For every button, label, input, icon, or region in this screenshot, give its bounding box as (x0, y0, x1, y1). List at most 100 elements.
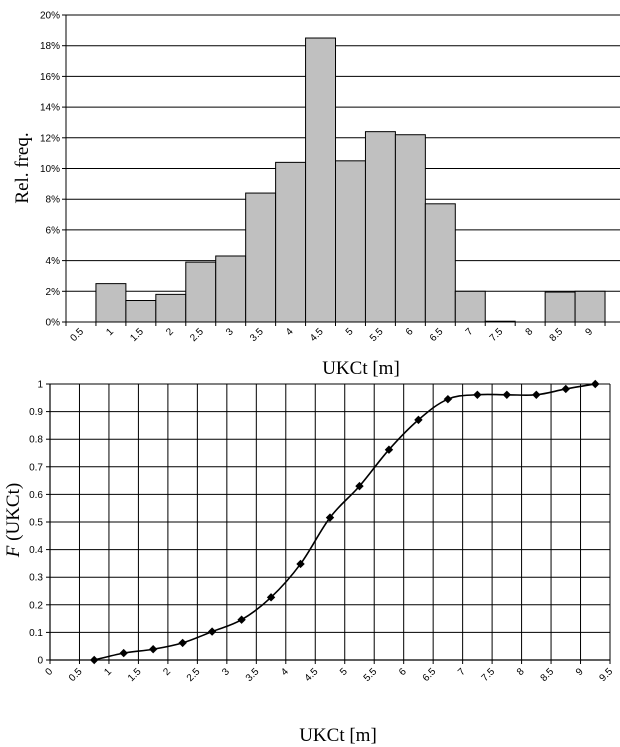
cdf-point-marker (90, 655, 99, 665)
cdf-point-marker (266, 593, 276, 602)
hist-bar (155, 293, 187, 323)
hist-x-tick-label: 6.5 (428, 326, 446, 344)
cdf-x-tick-label: 8.5 (539, 666, 557, 684)
cdf-x-tick-label: 9 (574, 666, 586, 678)
cdf-y-tick-label: 0.4 (29, 545, 43, 556)
hist-bar (215, 255, 247, 323)
cdf-x-tick-label: 2 (161, 666, 173, 678)
cdf-x-tick-label: 0 (43, 666, 55, 678)
cdf-point-marker (384, 445, 394, 454)
hist-x-tick-label: 6 (404, 326, 416, 338)
cdf-point-marker (296, 559, 305, 569)
cdf-point-marker (207, 627, 217, 636)
cdf-point-marker (473, 390, 482, 399)
hist-bar (185, 261, 217, 323)
cdf-point-marker (443, 394, 453, 404)
cdf-y-tick-label: 0.3 (29, 573, 43, 584)
cdf-y-axis-title-variable: (UKCt) (3, 483, 24, 546)
hist-y-tick-label: 0% (46, 318, 61, 329)
cdf-y-tick-label: 0.1 (29, 628, 43, 639)
cdf-x-tick-label: 1 (102, 666, 114, 678)
hist-bar (275, 161, 307, 323)
hist-x-tick-label: 5 (344, 326, 356, 338)
cdf-point-marker (502, 390, 512, 399)
cdf-point-marker (237, 615, 246, 624)
cdf-y-axis-title-function: F (3, 545, 24, 558)
hist-x-tick-label: 2 (164, 326, 176, 338)
hist-y-tick-label: 18% (40, 41, 60, 52)
cdf-y-tick-label: 0.6 (29, 490, 43, 501)
hist-bar (245, 192, 277, 323)
cdf-chart: 0 0.1 0.2 0.3 0.4 0.5 0.6 0.7 0.8 0.9 1 0 0.5 1 1.5 2 2.… (3, 380, 615, 747)
cdf-x-tick-label: 0.5 (67, 666, 85, 684)
hist-bar (544, 291, 576, 323)
hist-x-axis-title: UKCt [m] (322, 358, 400, 379)
hist-y-tick-label: 16% (40, 72, 60, 83)
cdf-y-tick-label: 1 (37, 380, 43, 391)
histogram-chart: 0% 2% 4% 6% 8% 10% 12% 14% 16% 18% 20% 0.5 1 1.5 2 2.5 3… (12, 11, 620, 379)
hist-x-tick-label: 0.5 (68, 326, 86, 344)
hist-x-tick-label: 3.5 (248, 326, 266, 344)
cdf-point-marker (414, 415, 423, 425)
cdf-point-marker (325, 513, 335, 522)
hist-bar (394, 134, 426, 323)
hist-x-tick-label: 5.5 (368, 326, 386, 344)
hist-y-axis-title: Rel. freq. (12, 132, 33, 203)
cdf-x-tick-label: 7 (456, 666, 468, 678)
cdf-x-tick-label: 6 (397, 666, 409, 678)
cdf-x-tick-label: 1.5 (126, 666, 144, 684)
cdf-y-tick-label: 0.2 (29, 600, 43, 611)
cdf-y-tick-label: 0.7 (29, 462, 43, 473)
cdf-x-tick-label: 8 (515, 666, 527, 678)
cdf-point-marker (355, 481, 364, 491)
hist-bar (574, 290, 606, 323)
cdf-x-tick-label: 4 (279, 666, 291, 678)
cdf-y-axis-title: F (UKCt) (3, 483, 24, 558)
cdf-x-axis-title: UKCt [m] (299, 725, 377, 746)
cdf-y-tick-label: 0 (37, 656, 43, 667)
hist-y-tick-label: 14% (40, 103, 60, 114)
hist-bar (125, 300, 157, 323)
hist-x-tick-label: 2.5 (188, 326, 206, 344)
cdf-x-tick-label: 3.5 (244, 666, 262, 684)
cdf-y-tick-label: 0.9 (29, 407, 43, 418)
hist-x-tick-label: 7.5 (488, 326, 506, 344)
cdf-point-marker (148, 645, 158, 654)
hist-x-tick-label: 1 (104, 326, 116, 338)
hist-bar (454, 290, 486, 323)
cdf-point-marker (561, 384, 570, 394)
cdf-x-tick-label: 5 (338, 666, 350, 678)
hist-y-tick-label: 20% (40, 11, 60, 22)
hist-x-tick-label: 4.5 (308, 326, 326, 344)
hist-y-tick-label: 8% (46, 195, 61, 206)
hist-x-tick-label: 3 (224, 326, 236, 338)
cdf-x-tick-label: 3 (220, 666, 232, 678)
cdf-point-marker (532, 390, 541, 399)
cdf-x-tick-label: 7.5 (480, 666, 498, 684)
hist-x-tick-label: 7 (464, 326, 476, 338)
cdf-y-tick-label: 0.8 (29, 435, 43, 446)
cdf-x-tick-label: 5.5 (362, 666, 380, 684)
cdf-point-marker (119, 648, 128, 658)
hist-y-tick-label: 4% (46, 256, 61, 267)
hist-y-tick-label: 10% (40, 164, 60, 175)
hist-x-tick-label: 8 (524, 326, 536, 338)
hist-bar (95, 283, 127, 323)
cdf-x-tick-label: 9.5 (598, 666, 616, 684)
hist-y-tick-label: 12% (40, 133, 60, 144)
hist-bar (364, 131, 396, 323)
hist-x-tick-label: 9 (583, 326, 595, 338)
hist-bar (305, 37, 337, 323)
hist-bar (424, 203, 456, 323)
hist-x-tick-label: 1.5 (128, 326, 146, 344)
cdf-x-tick-label: 4.5 (303, 666, 321, 684)
cdf-y-tick-label: 0.5 (29, 518, 43, 529)
cdf-x-tick-label: 6.5 (421, 666, 439, 684)
hist-x-tick-label: 8.5 (548, 326, 566, 344)
cdf-point-marker (591, 379, 600, 389)
hist-y-tick-label: 6% (46, 225, 61, 236)
cdf-x-tick-label: 2.5 (185, 666, 203, 684)
hist-x-tick-label: 4 (284, 326, 296, 338)
cdf-point-marker (178, 638, 187, 648)
